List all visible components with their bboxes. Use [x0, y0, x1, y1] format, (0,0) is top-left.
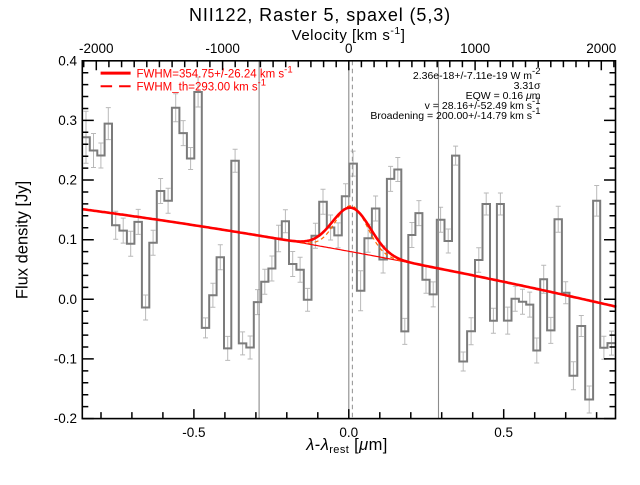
svg-text:0.0: 0.0 [58, 292, 77, 307]
svg-text:0.2: 0.2 [58, 173, 77, 188]
svg-text:0.0: 0.0 [339, 425, 358, 440]
svg-text:-0.1: -0.1 [54, 351, 77, 366]
svg-text:0.1: 0.1 [58, 232, 77, 247]
svg-text:2000: 2000 [586, 41, 616, 56]
svg-text:FWHM_th=293.00 km s-1: FWHM_th=293.00 km s-1 [137, 78, 267, 94]
svg-text:EQW = 0.16 μm: EQW = 0.16 μm [466, 90, 541, 102]
svg-text:v = 28.16+/-52.49 km s-1: v = 28.16+/-52.49 km s-1 [425, 96, 541, 112]
svg-text:0: 0 [345, 41, 353, 56]
svg-text:0.5: 0.5 [494, 425, 513, 440]
svg-text:3.31σ: 3.31σ [514, 80, 541, 92]
svg-text:0.4: 0.4 [58, 53, 77, 68]
svg-text:Broadening = 200.00+/-14.79 km: Broadening = 200.00+/-14.79 km s-1 [370, 106, 540, 122]
svg-text:λ-λrest [μm]: λ-λrest [μm] [305, 436, 387, 456]
svg-text:-1000: -1000 [205, 41, 240, 56]
svg-text:-0.2: -0.2 [54, 411, 77, 426]
svg-text:0.3: 0.3 [58, 113, 77, 128]
svg-text:NII122, Raster 5, spaxel (5,3): NII122, Raster 5, spaxel (5,3) [189, 5, 451, 25]
svg-text:-0.5: -0.5 [182, 425, 205, 440]
svg-text:-2000: -2000 [79, 41, 114, 56]
svg-text:1000: 1000 [460, 41, 490, 56]
svg-text:2.36e-18+/-7.11e-19 W m-2: 2.36e-18+/-7.11e-19 W m-2 [413, 66, 541, 82]
svg-text:Velocity [km s-1]: Velocity [km s-1] [292, 25, 406, 44]
svg-text:FWHM=354.75+/-26.24 km s-1: FWHM=354.75+/-26.24 km s-1 [137, 65, 293, 81]
svg-text:Flux density [Jy]: Flux density [Jy] [14, 181, 32, 299]
